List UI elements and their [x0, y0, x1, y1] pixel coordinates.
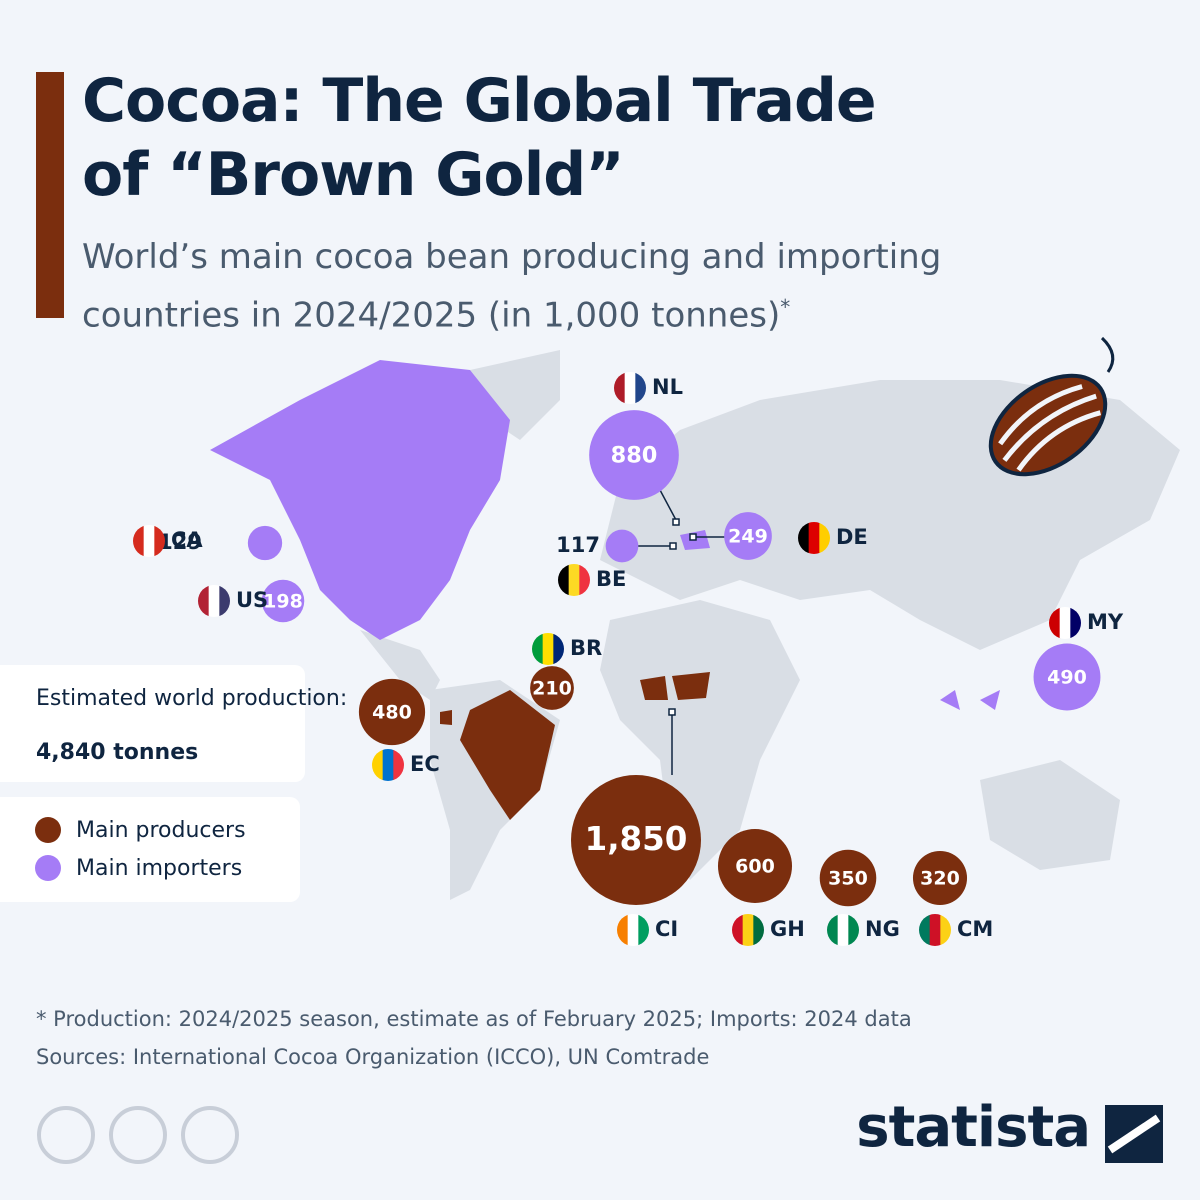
flag-stripe	[143, 525, 155, 557]
country-code: BR	[570, 636, 602, 660]
flag-stripe	[627, 914, 639, 946]
annotation-value: 4,840 tonnes	[36, 740, 198, 765]
bubble	[605, 529, 639, 563]
flag-stripe	[742, 914, 754, 946]
country-code: DE	[836, 525, 868, 549]
bubble	[912, 850, 968, 906]
flag-stripe	[393, 749, 404, 781]
flag-stripe	[919, 914, 931, 946]
flag-stripe	[219, 585, 230, 617]
cocoa-bean-icon	[988, 373, 1108, 477]
value-label: 129	[158, 530, 202, 554]
flag-stripe	[1059, 607, 1071, 639]
bubble	[571, 775, 701, 905]
flag-stripe	[372, 749, 384, 781]
flag-stripe	[837, 914, 849, 946]
footnote: * Production: 2024/2025 season, estimate…	[36, 1007, 912, 1031]
flag-stripe	[568, 564, 580, 596]
importer-areas	[210, 360, 1000, 710]
flag-stripe	[558, 564, 570, 596]
flag-stripe	[614, 372, 626, 404]
subtitle: World’s main cocoa bean producing and im…	[82, 232, 1042, 340]
title: Cocoa: The Global Trade of “Brown Gold”	[82, 66, 877, 210]
flag-stripe	[617, 914, 629, 946]
legend-label: Main importers	[76, 856, 242, 881]
flag-stripe	[808, 522, 820, 554]
flag-stripe	[532, 633, 544, 665]
flag-stripe	[198, 585, 210, 617]
bubble	[1033, 643, 1101, 711]
country-code: GH	[770, 917, 805, 941]
license-icons	[37, 1106, 239, 1164]
flag-stripe	[382, 749, 394, 781]
subtitle-note: *	[780, 295, 791, 319]
flag-stripe	[542, 633, 554, 665]
source: Sources: International Cocoa Organizatio…	[36, 1045, 710, 1069]
country-code: EC	[410, 752, 440, 776]
flag-stripe	[579, 564, 590, 596]
subtitle-text: World’s main cocoa bean producing and im…	[82, 237, 942, 336]
brand-logo	[1105, 1105, 1163, 1163]
value-label: 880	[611, 443, 658, 469]
country-code: US	[236, 588, 268, 612]
country-code: NG	[865, 917, 900, 941]
accent-bar	[36, 72, 64, 318]
bean-stem	[1100, 336, 1115, 373]
bubble	[247, 525, 283, 561]
value-label: 350	[828, 868, 868, 890]
value-label: 1,850	[585, 820, 688, 858]
flag-stripe	[819, 522, 830, 554]
country-code: CI	[655, 917, 678, 941]
value-label: 117	[556, 533, 600, 557]
value-label: 249	[728, 526, 768, 548]
footer: * Production: 2024/2025 season, estimate…	[36, 1000, 912, 1076]
bubble	[358, 678, 426, 746]
flag-stripe	[553, 633, 564, 665]
country-code: CA	[171, 528, 203, 552]
bubble	[589, 410, 679, 500]
country-code: BE	[596, 567, 626, 591]
flag-stripe	[133, 525, 145, 557]
bubble	[819, 849, 877, 907]
value-label: 480	[372, 702, 412, 724]
annotation-box	[0, 665, 305, 782]
flag-stripe	[798, 522, 810, 554]
value-label: 210	[532, 678, 572, 700]
bubble	[724, 512, 772, 560]
flag-stripe	[1049, 607, 1061, 639]
flag-stripe	[929, 914, 941, 946]
value-label: 600	[735, 856, 775, 878]
bubble	[261, 579, 305, 623]
legend-label: Main producers	[76, 818, 246, 843]
bubble	[717, 828, 793, 904]
value-label: 198	[263, 591, 303, 613]
flag-stripe	[635, 372, 646, 404]
country-code: NL	[652, 375, 683, 399]
producer-areas	[440, 672, 710, 820]
legend-marker	[35, 817, 61, 843]
country-code: MY	[1087, 610, 1124, 634]
bubble	[530, 666, 574, 710]
flag-stripe	[1070, 607, 1081, 639]
flag-stripe	[208, 585, 220, 617]
flag-stripe	[624, 372, 636, 404]
value-label: 320	[920, 868, 960, 890]
legend-box	[0, 797, 300, 902]
flag-stripe	[753, 914, 764, 946]
legend-marker	[35, 855, 61, 881]
flag-stripe	[940, 914, 951, 946]
flag-stripe	[732, 914, 744, 946]
connectors	[638, 489, 726, 775]
flag-stripe	[638, 914, 649, 946]
flag-stripe	[827, 914, 839, 946]
flag-stripe	[848, 914, 859, 946]
flag-stripe	[154, 525, 165, 557]
value-label: 490	[1047, 667, 1087, 689]
annotation-text: Estimated world production:	[36, 686, 347, 711]
country-code: CM	[957, 917, 993, 941]
brand: statista	[856, 1095, 1091, 1160]
